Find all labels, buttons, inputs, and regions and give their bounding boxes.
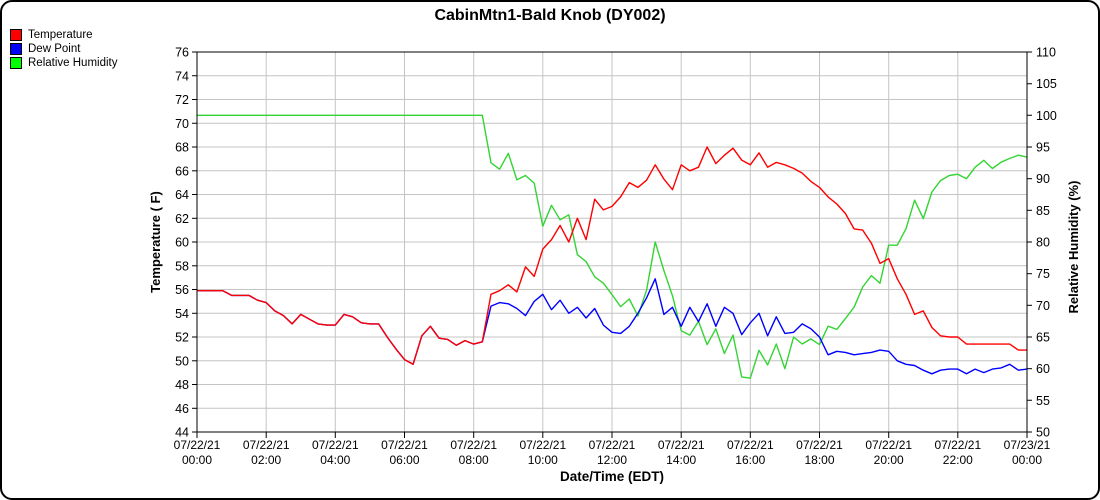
x-tick-label-date: 07/22/21 bbox=[796, 438, 843, 452]
legend-label-relative-humidity: Relative Humidity bbox=[28, 56, 118, 69]
x-tick-label-date: 07/22/21 bbox=[450, 438, 497, 452]
y-right-tick-label: 110 bbox=[1036, 46, 1056, 60]
y-left-tick-label: 66 bbox=[175, 164, 189, 178]
x-tick-label-time: 20:00 bbox=[874, 453, 904, 467]
y-left-tick-label: 76 bbox=[175, 46, 189, 60]
y-right-tick-label: 85 bbox=[1036, 204, 1050, 218]
x-tick-label-time: 00:00 bbox=[182, 453, 212, 467]
y-right-tick-label: 60 bbox=[1036, 362, 1050, 376]
y-right-tick-label: 75 bbox=[1036, 267, 1050, 281]
legend-label-dew-point: Dew Point bbox=[28, 42, 81, 55]
y-left-tick-label: 56 bbox=[175, 283, 189, 297]
y-right-tick-label: 70 bbox=[1036, 299, 1050, 313]
temperature-swatch-icon bbox=[10, 28, 22, 41]
y-right-tick-label: 95 bbox=[1036, 141, 1050, 155]
x-tick-label-date: 07/22/21 bbox=[658, 438, 705, 452]
x-axis-title: Date/Time (EDT) bbox=[560, 469, 664, 484]
y-right-tick-label: 105 bbox=[1036, 77, 1057, 91]
x-tick-label-time: 14:00 bbox=[666, 453, 696, 467]
x-tick-label-date: 07/22/21 bbox=[174, 438, 221, 452]
y-right-tick-label: 80 bbox=[1036, 236, 1050, 250]
legend-label-temperature: Temperature bbox=[28, 28, 93, 41]
y-right-tick-label: 55 bbox=[1036, 394, 1050, 408]
x-tick-label-date: 07/22/21 bbox=[243, 438, 290, 452]
legend-item-temperature: Temperature bbox=[10, 28, 117, 41]
y-right-tick-label: 65 bbox=[1036, 331, 1050, 345]
x-tick-label-time: 16:00 bbox=[735, 453, 765, 467]
x-tick-label-date: 07/22/21 bbox=[727, 438, 774, 452]
y-left-tick-label: 58 bbox=[175, 259, 189, 273]
x-tick-label-date: 07/22/21 bbox=[519, 438, 566, 452]
legend-item-relative-humidity: Relative Humidity bbox=[10, 56, 117, 69]
y-left-tick-label: 74 bbox=[175, 69, 189, 83]
relative-humidity-swatch-icon bbox=[10, 56, 22, 69]
y-left-tick-label: 72 bbox=[175, 93, 189, 107]
y-left-tick-label: 70 bbox=[175, 117, 189, 131]
x-tick-label-time: 00:00 bbox=[1012, 453, 1042, 467]
x-tick-label-date: 07/22/21 bbox=[381, 438, 428, 452]
y-left-tick-label: 62 bbox=[175, 212, 189, 226]
y-left-tick-label: 64 bbox=[175, 188, 189, 202]
x-tick-label-date: 07/22/21 bbox=[865, 438, 912, 452]
x-tick-label-time: 12:00 bbox=[597, 453, 627, 467]
x-tick-label-time: 02:00 bbox=[251, 453, 281, 467]
x-tick-label-time: 08:00 bbox=[459, 453, 489, 467]
y-left-tick-label: 44 bbox=[175, 426, 189, 440]
y-left-axis-title: Temperature ( F) bbox=[148, 191, 163, 293]
y-left-tick-label: 50 bbox=[175, 354, 189, 368]
chart-title: CabinMtn1-Bald Knob (DY002) bbox=[434, 7, 666, 24]
x-tick-label-time: 18:00 bbox=[804, 453, 834, 467]
x-tick-label-time: 04:00 bbox=[320, 453, 350, 467]
x-tick-label-date: 07/22/21 bbox=[934, 438, 981, 452]
relative-humidity-line bbox=[197, 114, 1028, 379]
x-tick-label-time: 22:00 bbox=[943, 453, 973, 467]
y-left-tick-label: 54 bbox=[175, 307, 189, 321]
x-tick-label-time: 06:00 bbox=[389, 453, 419, 467]
x-tick-label-date: 07/22/21 bbox=[312, 438, 359, 452]
y-right-tick-label: 50 bbox=[1036, 426, 1050, 440]
y-right-tick-label: 100 bbox=[1036, 109, 1057, 123]
y-left-tick-label: 48 bbox=[175, 378, 189, 392]
x-tick-label-date: 07/22/21 bbox=[589, 438, 636, 452]
y-left-tick-label: 60 bbox=[175, 236, 189, 250]
legend: Temperature Dew Point Relative Humidity bbox=[10, 28, 117, 70]
y-right-tick-label: 90 bbox=[1036, 172, 1050, 186]
x-tick-label-time: 10:00 bbox=[528, 453, 558, 467]
y-right-axis-title: Relative Humidity (%) bbox=[1066, 181, 1081, 314]
legend-item-dew-point: Dew Point bbox=[10, 42, 117, 55]
y-left-tick-label: 52 bbox=[175, 331, 189, 345]
dew-point-swatch-icon bbox=[10, 42, 22, 55]
y-left-tick-label: 68 bbox=[175, 141, 189, 155]
x-tick-label-date: 07/23/21 bbox=[1004, 438, 1051, 452]
temperature-line bbox=[197, 146, 1027, 365]
y-left-tick-label: 46 bbox=[175, 402, 189, 416]
